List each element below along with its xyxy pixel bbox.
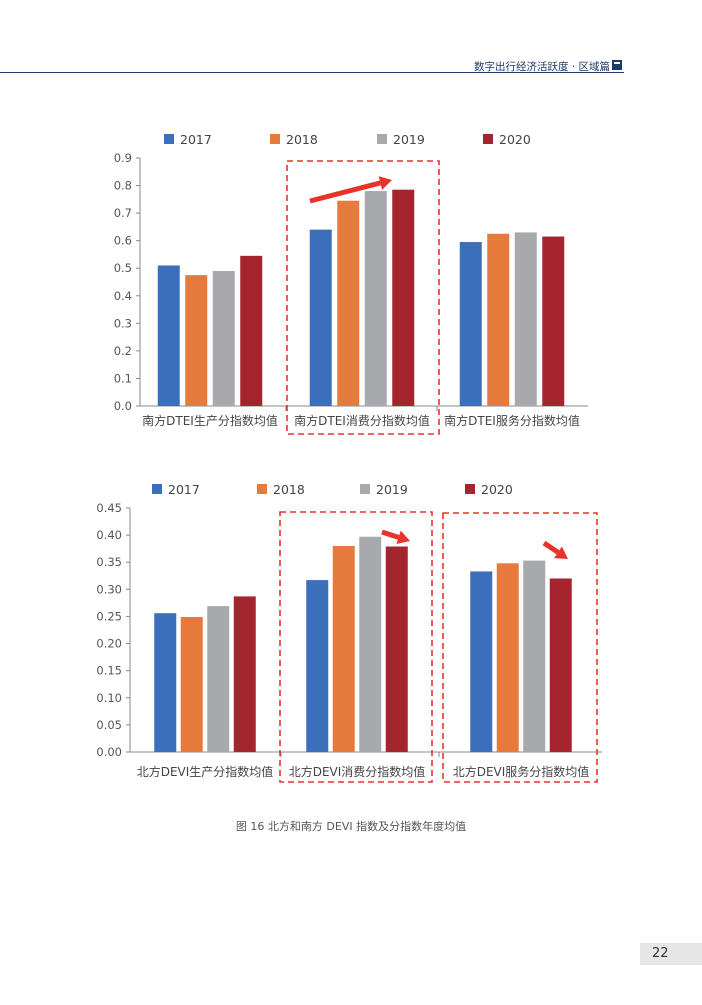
south-bar-1-2020 xyxy=(392,189,415,406)
north-legend-swatch-2019 xyxy=(360,484,370,494)
north-y-tick-label: 0.25 xyxy=(96,609,122,623)
south-y-tick-label: 0.9 xyxy=(114,151,132,165)
north-bar-1-2019 xyxy=(359,536,382,752)
south-legend-swatch-2018 xyxy=(270,134,280,144)
north-bar-1-2018 xyxy=(332,545,355,752)
south-bar-2-2019 xyxy=(514,232,537,406)
north-y-tick-label: 0.15 xyxy=(96,664,122,678)
north-legend-item-2019: 2019 xyxy=(360,482,408,497)
north-legend-swatch-2020 xyxy=(465,484,475,494)
north-bar-1-2017 xyxy=(306,580,329,752)
page-number: 22 xyxy=(640,943,702,965)
north-legend-item-2017: 2017 xyxy=(152,482,200,497)
south-bar-0-2020 xyxy=(240,255,263,406)
south-legend-swatch-2019 xyxy=(377,134,387,144)
south-highlight-box-0 xyxy=(286,160,440,435)
north-legend-swatch-2017 xyxy=(152,484,162,494)
south-bar-1-2019 xyxy=(364,191,387,406)
south-y-tick-label: 0.5 xyxy=(114,261,132,275)
north-bar-0-2018 xyxy=(180,616,203,752)
south-legend-item-2017: 2017 xyxy=(164,132,212,147)
south-y-tick-label: 0.1 xyxy=(114,371,132,385)
north-y-tick-label: 0.35 xyxy=(96,555,122,569)
south-bar-2-2018 xyxy=(487,233,510,406)
south-legend-label-2017: 2017 xyxy=(180,132,212,147)
north-legend-swatch-2018 xyxy=(257,484,267,494)
north-y-tick-label: 0.05 xyxy=(96,718,122,732)
south-y-tick-label: 0.4 xyxy=(114,289,132,303)
north-bar-2-2017 xyxy=(470,571,493,752)
north-bar-1-2020 xyxy=(385,546,408,752)
chart-north-devi: 2017 2018 2019 2020 0.00 0.05 0.10 0.15 0.20 0.25… xyxy=(96,482,602,783)
north-trend-arrow-icon-1 xyxy=(542,540,568,559)
north-bar-0-2019 xyxy=(207,606,230,752)
north-bar-2-2018 xyxy=(496,563,519,752)
north-y-tick-label: 0.00 xyxy=(96,745,122,759)
south-legend-item-2020: 2020 xyxy=(483,132,531,147)
south-y-tick-label: 0.3 xyxy=(114,316,132,330)
south-y-tick-label: 0.0 xyxy=(114,399,132,413)
south-legend-label-2019: 2019 xyxy=(393,132,425,147)
south-bar-0-2017 xyxy=(157,265,180,406)
north-legend-item-2018: 2018 xyxy=(257,482,305,497)
running-header-title: 数字出行经济活跃度 · 区域篇 xyxy=(473,61,610,73)
north-category-label-2: 北方DEVI服务分指数均值 xyxy=(453,764,590,779)
north-bar-2-2019 xyxy=(523,560,546,752)
north-y-tick-label: 0.10 xyxy=(96,691,122,705)
south-bar-0-2019 xyxy=(212,270,235,406)
header-book-icon xyxy=(612,60,622,70)
north-category-label-0: 北方DEVI生产分指数均值 xyxy=(137,764,274,779)
south-bar-1-2018 xyxy=(337,200,360,406)
south-category-label-0: 南方DTEI生产分指数均值 xyxy=(142,413,278,428)
south-bar-0-2018 xyxy=(185,275,208,406)
north-trend-arrow-icon-0 xyxy=(381,529,410,544)
south-legend-swatch-2020 xyxy=(483,134,493,144)
north-y-tick-label: 0.30 xyxy=(96,582,122,596)
north-legend-label-2017: 2017 xyxy=(168,482,200,497)
north-bar-0-2020 xyxy=(233,596,256,752)
south-category-label-1: 南方DTEI消费分指数均值 xyxy=(294,413,430,428)
south-trend-arrow-icon-0 xyxy=(309,176,392,204)
south-legend-label-2018: 2018 xyxy=(286,132,318,147)
north-y-tick-label: 0.40 xyxy=(96,528,122,542)
north-category-label-1: 北方DEVI消费分指数均值 xyxy=(289,764,426,779)
north-y-tick-label: 0.20 xyxy=(96,637,122,651)
south-legend-item-2018: 2018 xyxy=(270,132,318,147)
south-y-tick-label: 0.2 xyxy=(114,344,132,358)
south-legend-item-2019: 2019 xyxy=(377,132,425,147)
south-y-tick-label: 0.7 xyxy=(114,206,132,220)
chart-south-dtei: 2017 2018 2019 2020 0.0 0.1 0.2 0.3 0.4 0.5 0.6 0.7… xyxy=(114,132,588,435)
north-legend-label-2018: 2018 xyxy=(273,482,305,497)
south-legend-swatch-2017 xyxy=(164,134,174,144)
north-highlight-box-1 xyxy=(442,512,598,783)
north-bar-2-2020 xyxy=(549,578,572,752)
figure-caption: 图 16 北方和南方 DEVI 指数及分指数年度均值 xyxy=(235,820,467,833)
south-y-tick-label: 0.8 xyxy=(114,179,132,193)
north-y-tick-label: 0.45 xyxy=(96,501,122,515)
header-rule xyxy=(0,72,624,73)
south-category-label-2: 南方DTEI服务分指数均值 xyxy=(444,413,580,428)
south-legend-label-2020: 2020 xyxy=(499,132,531,147)
north-highlight-box-0 xyxy=(279,511,433,783)
north-bar-0-2017 xyxy=(154,613,177,752)
south-bar-2-2017 xyxy=(459,242,482,406)
north-legend-item-2020: 2020 xyxy=(465,482,513,497)
north-legend-label-2019: 2019 xyxy=(376,482,408,497)
south-y-tick-label: 0.6 xyxy=(114,234,132,248)
south-bar-1-2017 xyxy=(309,229,332,406)
south-bar-2-2020 xyxy=(542,236,565,406)
north-legend-label-2020: 2020 xyxy=(481,482,513,497)
